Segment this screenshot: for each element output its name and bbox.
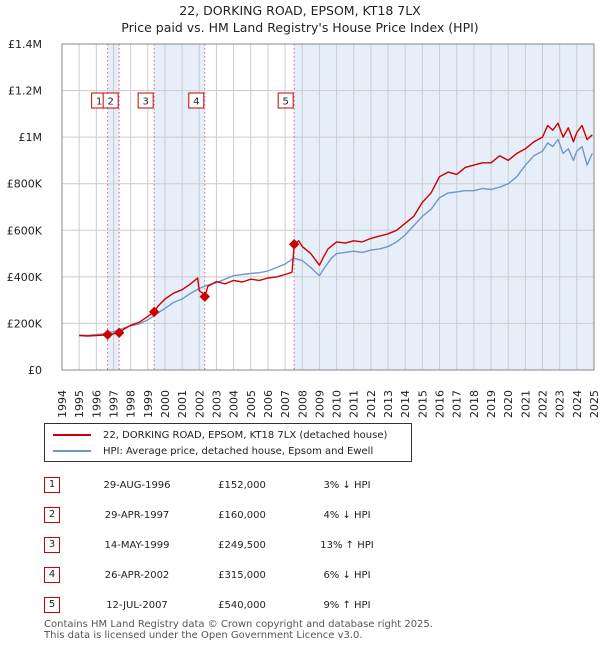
sale-point: [288, 239, 300, 250]
transaction-price: £315,000: [218, 569, 266, 581]
x-tick-label: 1995: [73, 390, 86, 418]
y-tick-label: £600K: [7, 224, 43, 237]
x-tick-label: 1999: [142, 390, 155, 418]
x-tick-label: 1996: [90, 390, 103, 418]
x-tick-label: 2019: [485, 390, 498, 418]
sale-label-box: [102, 92, 119, 109]
footer-copyright: Contains HM Land Registry data © Crown c…: [44, 619, 433, 630]
chart-subtitle: Price paid vs. HM Land Registry's House …: [121, 20, 479, 35]
price-chart: £0 £200K £400K £600K £800K £1M £1.2M £1.4M 1994 1…: [7, 38, 600, 418]
x-tick-label: 2015: [416, 390, 429, 418]
sale-point: [199, 291, 210, 302]
x-tick-label: 2005: [245, 390, 258, 418]
sale-label-number: 5: [283, 97, 289, 108]
transaction-row: 1 29-AUG-1996 £152,000 3% ↓ HPI: [44, 470, 402, 500]
transaction-row: 5 12-JUL-2007 £540,000 9% ↑ HPI: [44, 590, 402, 620]
transaction-row: 2 29-APR-1997 £160,000 4% ↓ HPI: [44, 500, 402, 530]
y-tick-label: £800K: [7, 178, 43, 191]
sale-point: [102, 329, 113, 340]
transaction-number: 2: [44, 507, 60, 523]
chart-title: 22, DORKING ROAD, EPSOM, KT18 7LX: [179, 3, 421, 18]
x-tick-label: 2023: [554, 390, 567, 418]
transaction-number: 4: [44, 567, 60, 583]
x-tick-label: 2007: [279, 390, 292, 418]
x-tick-label: 2011: [348, 390, 361, 418]
legend-item-hpi: HPI: Average price, detached house, Epso…: [53, 444, 373, 458]
x-tick-label: 2009: [313, 390, 326, 418]
y-tick-label: £200K: [7, 317, 43, 330]
x-tick-label: 1998: [125, 390, 138, 418]
legend-swatch-property: [53, 434, 91, 436]
x-tick-label: 2002: [193, 390, 206, 418]
transaction-row: 3 14-MAY-1999 £249,500 13% ↑ HPI: [44, 530, 402, 560]
transaction-date: 29-AUG-1996: [103, 479, 171, 491]
x-tick-label: 2025: [588, 390, 600, 418]
x-tick-label: 2017: [451, 390, 464, 418]
x-tick-label: 1994: [56, 390, 69, 418]
x-tick-label: 2020: [502, 390, 515, 418]
x-tick-label: 2014: [399, 390, 412, 418]
y-tick-label: £1.4M: [8, 38, 42, 51]
x-tick-label: 2001: [176, 390, 189, 418]
y-tick-label: £1M: [19, 131, 43, 144]
legend-label-hpi: HPI: Average price, detached house, Epso…: [103, 445, 374, 457]
sale-point: [148, 306, 160, 318]
transaction-price: £249,500: [218, 539, 266, 551]
x-tick-label: 2018: [468, 390, 481, 418]
transaction-hpi-delta: 4% ↓ HPI: [323, 509, 371, 521]
transaction-price: £540,000: [218, 599, 266, 611]
sale-label-number: 4: [193, 97, 199, 108]
transaction-date: 26-APR-2002: [104, 569, 170, 581]
x-tick-label: 2006: [262, 390, 275, 418]
legend-swatch-hpi: [53, 450, 91, 452]
transaction-price: £152,000: [218, 479, 266, 491]
transaction-hpi-delta: 3% ↓ HPI: [323, 479, 371, 491]
transaction-hpi-delta: 13% ↑ HPI: [320, 539, 374, 551]
x-tick-label: 2013: [382, 390, 395, 418]
transaction-number: 3: [44, 537, 60, 553]
x-tick-label: 2022: [537, 390, 550, 418]
x-tick-label: 2012: [365, 390, 378, 418]
legend-label-property: 22, DORKING ROAD, EPSOM, KT18 7LX (detac…: [103, 429, 388, 441]
plot-frame: [61, 43, 595, 371]
hpi-series-line: [79, 138, 593, 336]
x-tick-label: 2004: [228, 390, 241, 418]
transaction-price: £160,000: [218, 509, 266, 521]
transaction-number: 1: [44, 477, 60, 493]
sale-label-box: [277, 92, 294, 109]
x-tick-label: 2024: [571, 390, 584, 418]
transaction-hpi-delta: 9% ↑ HPI: [323, 599, 371, 611]
legend: 22, DORKING ROAD, EPSOM, KT18 7LX (detac…: [44, 423, 412, 462]
y-tick-label: £0: [28, 364, 42, 377]
sale-label-number: 3: [142, 97, 148, 108]
y-tick-label: £1.2M: [8, 85, 42, 98]
transaction-date: 29-APR-1997: [104, 509, 170, 521]
sale-label-box: [137, 92, 154, 109]
x-tick-label: 1997: [107, 390, 120, 418]
transactions-table: 1 29-AUG-1996 £152,000 3% ↓ HPI 2 29-APR-1997…: [44, 470, 402, 620]
x-tick-label: 2021: [519, 390, 532, 418]
x-tick-label: 2008: [296, 390, 309, 418]
sale-point: [113, 327, 125, 338]
x-tick-label: 2000: [159, 390, 172, 418]
footer: Contains HM Land Registry data © Crown c…: [44, 619, 433, 641]
x-tick-label: 2016: [434, 390, 447, 418]
footer-licence: This data is licensed under the Open Gov…: [44, 630, 363, 641]
sale-label-box: [188, 92, 205, 109]
legend-item-property: 22, DORKING ROAD, EPSOM, KT18 7LX (detac…: [53, 428, 387, 442]
transaction-row: 4 26-APR-2002 £315,000 6% ↓ HPI: [44, 560, 402, 590]
x-tick-label: 2010: [331, 390, 344, 418]
sale-label-number: 2: [107, 97, 113, 108]
transaction-number: 5: [44, 597, 60, 613]
y-tick-label: £400K: [7, 271, 43, 284]
transaction-date: 14-MAY-1999: [104, 539, 170, 551]
x-tick-label: 2003: [210, 390, 223, 418]
transaction-hpi-delta: 6% ↓ HPI: [323, 569, 371, 581]
sale-label-number: 1: [96, 97, 102, 108]
transaction-date: 12-JUL-2007: [106, 599, 168, 611]
ownership-shade: [294, 44, 594, 370]
